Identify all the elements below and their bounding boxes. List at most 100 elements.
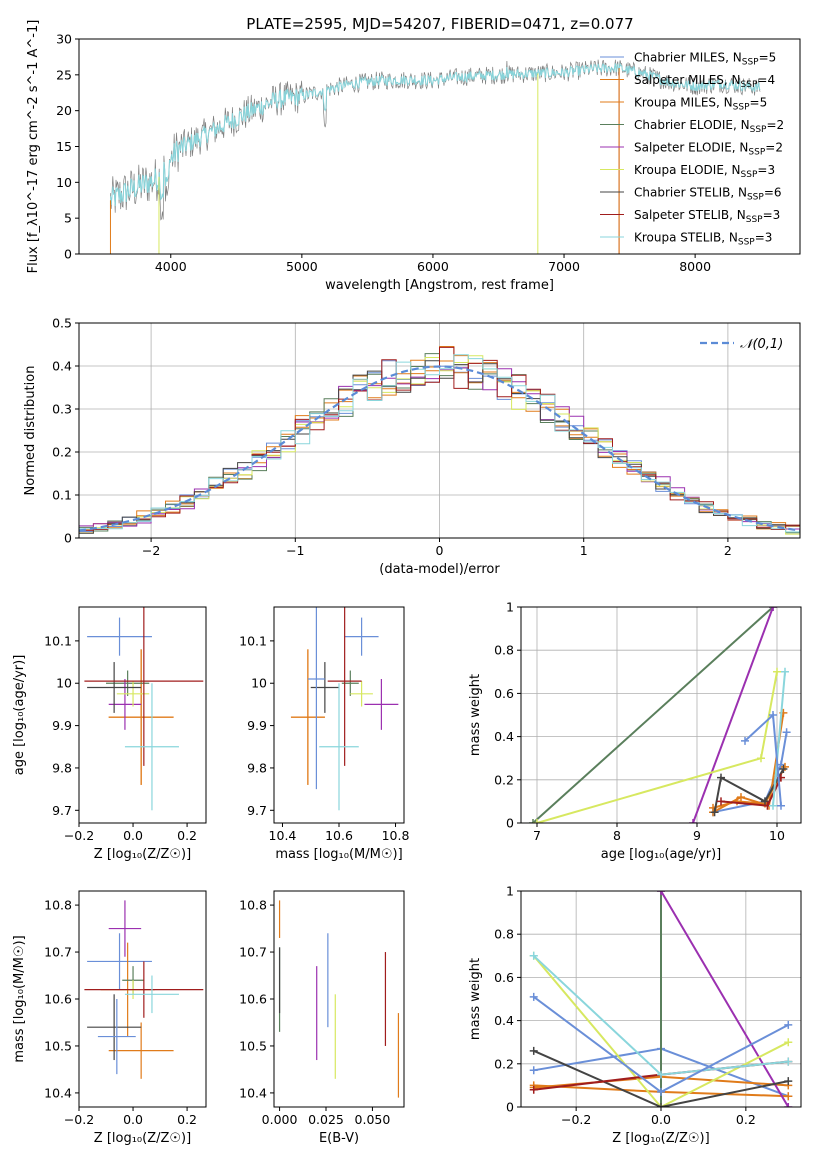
y-tick-label: 10: [56, 676, 72, 691]
axes-frame: [78, 606, 207, 824]
x-tick-label: 0: [436, 543, 444, 558]
y-tick-label: 9.7: [247, 803, 267, 818]
x-tick-label: −0.2: [64, 1112, 94, 1127]
data-point: [784, 1077, 793, 1086]
x-tick-label: 0.050: [355, 1112, 391, 1127]
y-tick-label: 0.4: [494, 1013, 514, 1028]
y-tick-label: 10.7: [239, 945, 267, 960]
residual-histogram-plot-area: [79, 346, 800, 535]
data-point: [761, 797, 769, 806]
x-tick-label: 2: [724, 543, 732, 558]
spectrum-model-line: [110, 62, 761, 207]
y-tick-label: 0: [64, 247, 72, 262]
x-axis-label: wavelength [Angstrom, rest frame]: [325, 278, 554, 293]
legend-entry: Salpeter ELODIE, NSSP=2: [634, 141, 783, 158]
mass-weight-vs-age-frame: 7 8 9 10 0 0.2 0.4 0.6 0.8 1 age [log₁₀(age/yr)] ma…: [468, 600, 802, 862]
mass-vs-Z-frame: −0.2 0.0 0.2 10.4 10.5 10.6 10.7 10.8 Z [log₁₀(Z…: [12, 890, 207, 1146]
y-tick-label: 15: [56, 139, 72, 154]
y-tick-label: 20: [56, 103, 72, 118]
data-point: [689, 819, 697, 823]
y-tick-label: 10.8: [44, 898, 72, 913]
y-axis-label: mass weight: [468, 958, 483, 1040]
data-point: [529, 1085, 538, 1094]
x-tick-label: 0.0: [651, 1112, 671, 1127]
spectrum-frame: 4000 5000 6000 7000 8000 0 5 10 15 20 25 30 waveleng…: [26, 20, 801, 293]
x-tick-label: 8: [613, 828, 621, 843]
y-tick-label: 0.4: [494, 729, 514, 744]
mass-weight-vs-Z-plot-area: [529, 891, 793, 1107]
data-point: [781, 667, 789, 676]
y-tick-label: 10.4: [239, 1085, 267, 1100]
data-point: [779, 765, 788, 773]
x-tick-label: 0.025: [308, 1112, 344, 1127]
weight-series-line: [532, 955, 789, 1107]
weight-series-line: [532, 607, 774, 823]
spectrum-plot-area: [109, 59, 761, 254]
y-tick-label: 0.2: [494, 772, 514, 787]
data-point: [657, 1087, 665, 1096]
weight-series-line: [660, 891, 790, 1107]
x-tick-label: 8000: [679, 259, 711, 274]
x-tick-label: 0.2: [736, 1112, 756, 1127]
y-tick-label: 0.6: [494, 970, 514, 985]
x-tick-label: 0.0: [123, 828, 143, 843]
data-point: [657, 1103, 665, 1107]
y-tick-label: 10.5: [44, 1038, 72, 1053]
y-tick-label: 25: [56, 67, 72, 82]
axes-frame: [78, 890, 207, 1108]
x-tick-label: −0.2: [64, 828, 94, 843]
x-tick-label: −1: [286, 543, 304, 558]
data-point: [737, 793, 745, 802]
y-axis-label: mass weight: [468, 674, 483, 756]
y-tick-label: 0.5: [52, 316, 72, 331]
y-tick-label: 5: [64, 211, 72, 226]
x-tick-label: 10.6: [325, 828, 353, 843]
y-tick-label: 0: [506, 816, 514, 831]
data-point: [769, 607, 777, 611]
legend-entry: Kroupa STELIB, NSSP=3: [634, 231, 772, 248]
mass-weight-vs-Z-frame: −0.2 0.0 0.2 0 0.2 0.4 0.6 0.8 1 Z [log₁₀(Z/Z☉)] m…: [468, 884, 802, 1146]
y-tick-label: 10.6: [239, 992, 267, 1007]
data-point: [741, 736, 749, 745]
y-tick-label: 30: [56, 32, 72, 47]
mass-vs-ebv-plot-area: [278, 900, 400, 1098]
data-point: [529, 992, 538, 1001]
x-tick-label: 10.4: [269, 828, 297, 843]
y-tick-label: 0.3: [52, 402, 72, 417]
y-tick-label: 10.6: [44, 992, 72, 1007]
data-point: [657, 891, 665, 895]
y-tick-label: 10.4: [44, 1085, 72, 1100]
y-tick-label: 0.8: [494, 927, 514, 942]
x-tick-label: 6000: [417, 259, 449, 274]
legend-entry: Chabrier STELIB, NSSP=6: [634, 186, 782, 203]
x-axis-label: (data-model)/error: [379, 562, 500, 577]
x-tick-label: 0.2: [177, 1112, 197, 1127]
data-point: [784, 1038, 793, 1047]
x-tick-label: −2: [142, 543, 160, 558]
age-vs-mass-plot-area: [290, 607, 399, 811]
x-tick-label: −0.2: [561, 1112, 591, 1127]
data-point: [784, 1020, 793, 1029]
y-tick-label: 10.8: [239, 898, 267, 913]
legend-entry: Salpeter STELIB, NSSP=3: [634, 208, 780, 225]
age-vs-Z-plot-area: [84, 607, 204, 811]
data-point: [529, 1046, 538, 1055]
data-point: [529, 1066, 538, 1075]
residual-histogram-frame: −2 −1 0 1 2 0 0.1 0.2 0.3 0.4 0.5 (data-model)/erro…: [23, 316, 801, 577]
x-tick-label: 10.8: [382, 828, 410, 843]
y-tick-label: 0.1: [52, 488, 72, 503]
mass-weight-vs-age-axes: [521, 606, 801, 824]
y-tick-label: 1: [506, 600, 514, 615]
y-tick-label: 10.5: [239, 1038, 267, 1053]
y-tick-label: 9.8: [247, 760, 267, 775]
x-axis-label: age [log₁₀(age/yr)]: [601, 847, 722, 862]
y-tick-label: 1: [506, 884, 514, 899]
x-axis-label: Z [log₁₀(Z/Z☉)]: [94, 1131, 191, 1146]
weight-series-line: [692, 607, 774, 823]
data-point: [757, 754, 765, 763]
axes-frame: [273, 890, 405, 1108]
x-tick-label: 5000: [286, 259, 318, 274]
y-tick-label: 10.1: [44, 633, 72, 648]
y-tick-label: 10.1: [239, 633, 267, 648]
